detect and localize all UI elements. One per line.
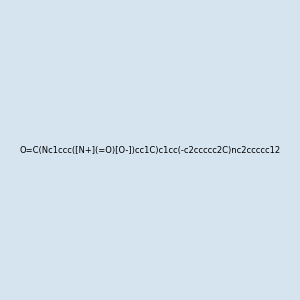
Text: O=C(Nc1ccc([N+](=O)[O-])cc1C)c1cc(-c2ccccc2C)nc2ccccc12: O=C(Nc1ccc([N+](=O)[O-])cc1C)c1cc(-c2ccc… xyxy=(20,146,281,154)
